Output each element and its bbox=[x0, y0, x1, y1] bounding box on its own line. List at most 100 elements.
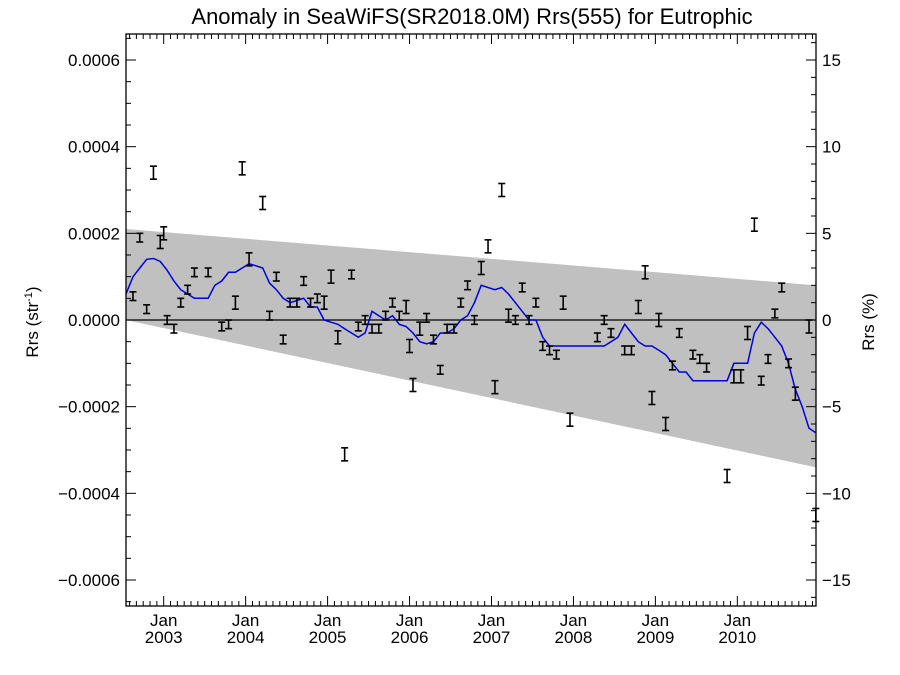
data-point bbox=[406, 338, 414, 354]
x-tick-month-label: Jan bbox=[232, 611, 259, 630]
x-tick-month-label: Jan bbox=[478, 611, 505, 630]
data-point bbox=[368, 323, 376, 334]
data-point bbox=[307, 297, 315, 308]
data-point bbox=[266, 310, 274, 321]
uncertainty-band-layer bbox=[126, 229, 816, 468]
data-point bbox=[621, 345, 629, 356]
smoothed-line-layer bbox=[125, 257, 817, 434]
x-tick-year-label: 2006 bbox=[391, 628, 429, 647]
y2-tick-label: 5 bbox=[822, 224, 831, 243]
data-point bbox=[648, 390, 656, 406]
y-tick-label: 0.0006 bbox=[68, 51, 120, 70]
y2-tick-label: 0 bbox=[822, 311, 831, 330]
data-point bbox=[129, 291, 137, 302]
data-point bbox=[218, 321, 226, 332]
y2-tick-label: −15 bbox=[822, 571, 851, 590]
data-point bbox=[627, 345, 635, 356]
data-point bbox=[750, 217, 758, 232]
data-point bbox=[382, 310, 390, 321]
data-point bbox=[484, 239, 492, 254]
y-tick-label: −0.0006 bbox=[58, 571, 120, 590]
x-tick-year-label: 2008 bbox=[555, 628, 593, 647]
data-point bbox=[518, 282, 526, 293]
data-point bbox=[498, 182, 506, 198]
data-point bbox=[409, 377, 417, 393]
x-tick-month-label: Jan bbox=[724, 611, 751, 630]
data-point bbox=[354, 321, 362, 332]
data-point bbox=[764, 353, 772, 365]
smoothed-line bbox=[125, 257, 817, 434]
data-point bbox=[730, 369, 738, 384]
data-point bbox=[771, 308, 779, 319]
data-point bbox=[641, 265, 649, 280]
y-axis-label: Rrs (str-1) bbox=[23, 286, 42, 357]
data-point bbox=[634, 299, 642, 315]
data-point bbox=[689, 349, 697, 360]
data-point bbox=[757, 375, 765, 386]
data-point bbox=[552, 349, 560, 360]
data-point bbox=[662, 416, 670, 432]
uncertainty-band bbox=[126, 229, 816, 468]
data-point bbox=[737, 369, 745, 384]
data-point bbox=[675, 327, 683, 339]
data-point bbox=[559, 295, 567, 310]
y-axis-label-close: ) bbox=[23, 286, 42, 292]
x-tick-month-label: Jan bbox=[314, 611, 341, 630]
y2-tick-label: −5 bbox=[822, 398, 841, 417]
data-point bbox=[546, 345, 554, 356]
data-point bbox=[375, 323, 383, 334]
data-point bbox=[348, 269, 356, 280]
chart-title: Anomaly in SeaWiFS(SR2018.0M) Rrs(555) f… bbox=[191, 4, 752, 29]
data-point bbox=[491, 379, 499, 395]
data-point bbox=[696, 353, 704, 365]
data-point bbox=[184, 284, 192, 295]
data-point bbox=[436, 364, 444, 375]
x-tick-year-label: 2003 bbox=[145, 628, 183, 647]
data-point bbox=[607, 327, 615, 339]
x-tick-year-label: 2005 bbox=[309, 628, 347, 647]
y-tick-label: 0.0000 bbox=[68, 311, 120, 330]
data-point bbox=[744, 325, 752, 341]
data-point bbox=[511, 314, 519, 326]
data-point bbox=[163, 314, 171, 326]
data-point bbox=[279, 334, 287, 345]
y-axis-label-main: Rrs (str bbox=[23, 302, 42, 358]
y-tick-label: 0.0002 bbox=[68, 224, 120, 243]
data-point bbox=[423, 312, 431, 323]
y2-tick-label: 10 bbox=[822, 138, 841, 157]
data-point bbox=[450, 323, 458, 334]
data-point bbox=[655, 312, 663, 328]
data-point bbox=[293, 297, 301, 308]
data-point bbox=[300, 275, 308, 287]
data-point bbox=[136, 232, 144, 243]
data-point bbox=[402, 299, 410, 315]
data-point bbox=[470, 314, 478, 326]
y-tick-label: −0.0004 bbox=[58, 484, 120, 503]
y2-tick-label: 15 bbox=[822, 51, 841, 70]
data-point bbox=[170, 323, 178, 334]
data-point bbox=[190, 267, 198, 278]
data-point bbox=[238, 161, 246, 176]
data-point bbox=[320, 295, 328, 310]
y2-tick-label: −10 bbox=[822, 484, 851, 503]
data-point bbox=[429, 334, 437, 345]
data-point bbox=[464, 280, 472, 291]
data-point bbox=[286, 297, 294, 308]
data-point bbox=[361, 314, 369, 326]
x-tick-month-label: Jan bbox=[396, 611, 423, 630]
y2-axis-label: Rrs (%) bbox=[859, 293, 878, 351]
data-point bbox=[443, 323, 451, 334]
data-point bbox=[313, 293, 321, 304]
axes-layer bbox=[125, 33, 817, 607]
x-tick-year-label: 2007 bbox=[473, 628, 511, 647]
data-point bbox=[334, 330, 342, 345]
data-point bbox=[505, 308, 513, 323]
data-point bbox=[668, 360, 676, 371]
data-point bbox=[778, 282, 786, 293]
data-point bbox=[791, 386, 799, 401]
data-point bbox=[177, 297, 185, 308]
data-point bbox=[723, 468, 731, 484]
data-point bbox=[231, 295, 239, 310]
data-point bbox=[204, 267, 212, 278]
data-point bbox=[593, 332, 601, 343]
